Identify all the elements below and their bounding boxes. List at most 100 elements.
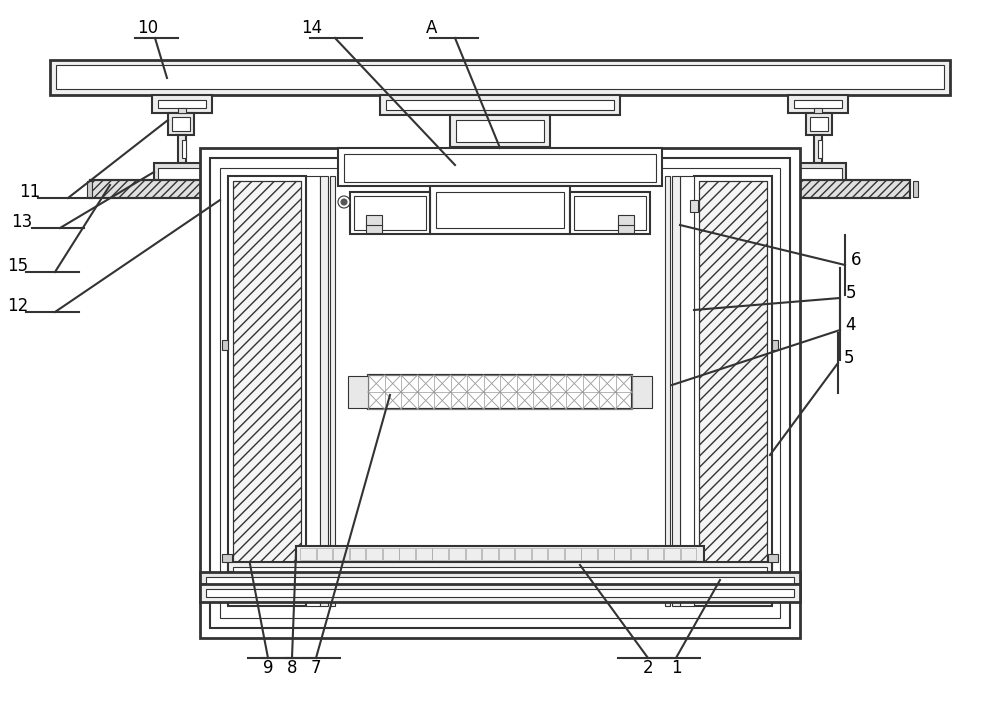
Bar [222,554,232,562]
Text: 2: 2 [643,659,653,677]
Bar [306,176,320,606]
Bar [694,176,772,606]
Bar [618,215,634,227]
Bar [632,376,652,408]
Bar [648,548,663,560]
Bar [681,548,696,560]
Bar [776,181,781,197]
Bar [222,340,228,350]
Bar [233,181,301,601]
Bar [368,375,632,409]
Text: 11: 11 [19,183,41,201]
Text: 12: 12 [7,297,29,315]
Bar [330,176,335,606]
Bar [200,148,800,638]
Bar [178,108,186,113]
Bar [200,584,800,602]
Bar [436,192,564,228]
Text: 14: 14 [301,19,323,37]
Bar [482,548,498,560]
Bar [228,562,772,572]
Bar [233,567,767,572]
Bar [350,192,430,234]
Bar [430,186,570,234]
Bar [466,548,481,560]
Bar [152,95,212,113]
Bar [354,196,426,230]
Bar [172,117,190,131]
Bar [456,120,544,142]
Text: 5: 5 [844,349,854,367]
Bar [680,176,694,606]
Bar [368,375,632,409]
Text: 1: 1 [671,659,681,677]
Bar [158,100,206,108]
Bar [814,108,822,113]
Bar [317,548,332,560]
Text: 5: 5 [846,284,856,302]
Bar [386,100,614,110]
Bar [792,163,846,185]
Bar [614,548,630,560]
Bar [772,340,778,350]
Bar [618,225,634,233]
Text: 8: 8 [287,659,297,677]
Bar [548,548,564,560]
Bar [665,176,670,606]
Bar [818,140,822,158]
Bar [814,135,822,163]
Bar [366,215,382,227]
Text: A: A [426,19,438,37]
Bar [56,65,944,89]
Bar [380,95,620,115]
Bar [50,60,950,95]
Bar [449,548,465,560]
Bar [913,181,918,197]
Bar [532,548,547,560]
Bar [338,148,662,186]
Bar [796,168,842,180]
Bar [499,548,514,560]
Bar [574,196,646,230]
Bar [168,113,194,135]
Bar [223,181,228,197]
Bar [348,376,368,408]
Bar [300,548,316,560]
Bar [90,180,220,198]
Bar [344,154,656,182]
Bar [780,180,910,198]
Bar [383,548,398,560]
Bar [515,548,531,560]
Bar [228,176,306,606]
Bar [399,548,415,560]
Text: 9: 9 [263,659,273,677]
Bar [690,200,698,212]
Bar [565,548,581,560]
Bar [320,176,328,606]
Bar [158,168,204,180]
Bar [200,572,800,584]
Bar [450,115,550,147]
Bar [788,95,848,113]
Bar [90,180,220,198]
Bar [296,546,704,562]
Bar [768,554,778,562]
Bar [570,192,650,234]
Bar [780,180,910,198]
Bar [432,548,448,560]
Bar [794,100,842,108]
Bar [416,548,432,560]
Bar [233,181,301,601]
Bar [806,113,832,135]
Bar [333,548,349,560]
Bar [366,548,382,560]
Bar [178,135,186,163]
Text: 4: 4 [846,316,856,334]
Text: 13: 13 [11,213,33,231]
Bar [366,225,382,233]
Bar [672,176,680,606]
Bar [206,589,794,597]
Bar [87,181,92,197]
Bar [631,548,647,560]
Text: 6: 6 [851,251,861,269]
